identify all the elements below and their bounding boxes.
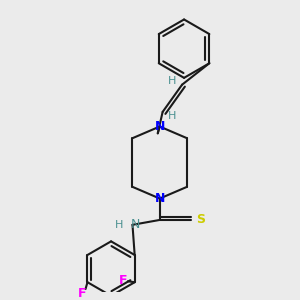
Text: F: F xyxy=(78,287,87,300)
Text: H: H xyxy=(168,111,177,121)
Text: N: N xyxy=(130,218,140,231)
Text: N: N xyxy=(154,120,165,133)
Text: H: H xyxy=(114,220,123,230)
Text: F: F xyxy=(119,274,127,287)
Text: H: H xyxy=(168,76,177,86)
Text: S: S xyxy=(196,213,205,226)
Text: N: N xyxy=(154,192,165,205)
